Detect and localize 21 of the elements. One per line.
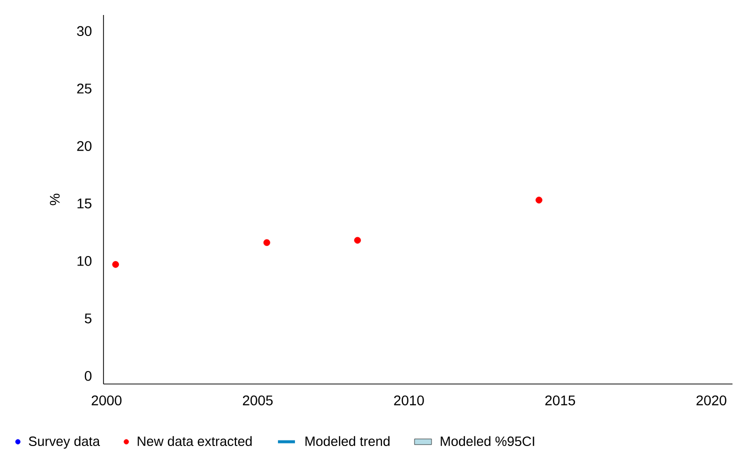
y-tick-label: 5 <box>84 314 92 324</box>
point <box>354 236 361 244</box>
legend-label: New data extracted <box>138 436 252 446</box>
x-tick-label: 2010 <box>394 395 424 406</box>
y-axis-title: % <box>50 194 60 206</box>
y-tick-label: 10 <box>78 256 92 266</box>
x-tick-label: 2020 <box>696 395 726 406</box>
y-tick-label: 30 <box>77 26 92 36</box>
x-tick-label: 2000 <box>92 395 122 406</box>
point <box>112 261 119 268</box>
y-tick-label: 20 <box>77 141 92 151</box>
legend-label: Survey data <box>28 436 100 449</box>
point <box>536 196 542 204</box>
y-tick-label: 15 <box>78 198 92 208</box>
legend-label: Modeled trend <box>306 436 390 446</box>
x-tick-label: 2005 <box>242 395 273 406</box>
y-tick-label: 0 <box>84 371 92 381</box>
legend-label: Modeled %95CI <box>440 436 534 446</box>
point <box>263 239 270 246</box>
y-tick-label: 25 <box>77 84 92 94</box>
x-tick-label: 2015 <box>545 395 576 406</box>
